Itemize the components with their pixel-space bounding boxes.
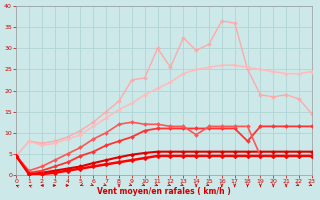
X-axis label: Vent moyen/en rafales ( km/h ): Vent moyen/en rafales ( km/h )	[97, 187, 231, 196]
